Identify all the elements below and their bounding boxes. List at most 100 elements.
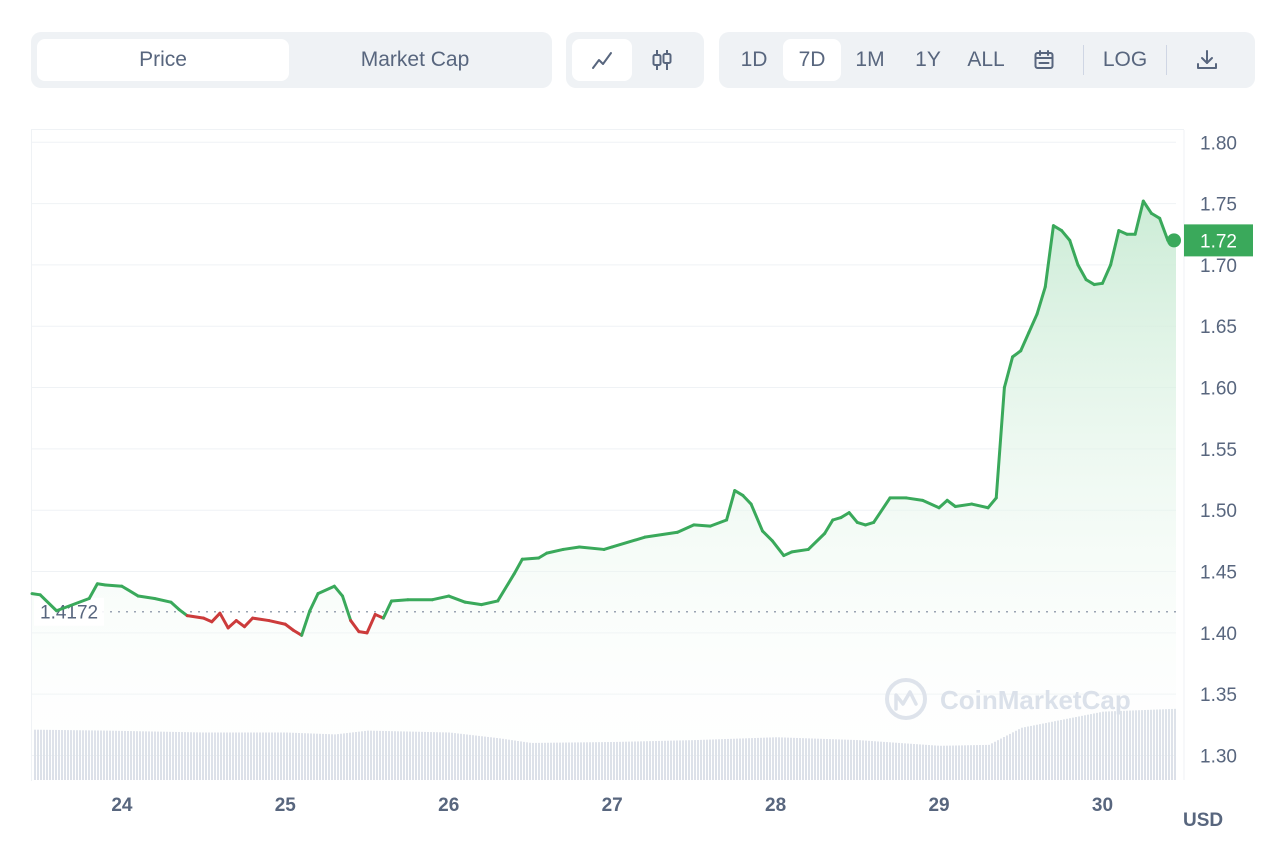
price-line-segment bbox=[945, 498, 957, 509]
chart-area bbox=[31, 129, 1184, 781]
price-line-segment bbox=[741, 493, 753, 506]
price-line-segment bbox=[512, 557, 524, 576]
y-tick-label: 1.45 bbox=[1200, 563, 1237, 584]
price-line-segment bbox=[1002, 355, 1015, 390]
price-line-segment bbox=[479, 599, 500, 607]
price-line-segment bbox=[839, 511, 851, 520]
price-line-segment bbox=[1076, 263, 1088, 282]
current-price-label: 1.72 bbox=[1200, 231, 1237, 252]
price-line-segment bbox=[1027, 312, 1039, 334]
tab-price[interactable]: Price bbox=[37, 39, 289, 81]
price-line-segment bbox=[708, 518, 729, 528]
price-line-segment bbox=[994, 386, 1006, 500]
candlestick-button[interactable] bbox=[632, 39, 692, 81]
price-line-segment bbox=[537, 551, 549, 560]
price-line-segment bbox=[381, 599, 394, 620]
price-line-segment bbox=[643, 530, 680, 539]
price-line-segment bbox=[1158, 216, 1170, 242]
y-tick-label: 1.30 bbox=[1200, 746, 1237, 767]
price-line-segment bbox=[185, 614, 206, 620]
price-line-segment bbox=[1068, 238, 1080, 267]
y-tick-label: 1.65 bbox=[1200, 317, 1237, 338]
price-line-segment bbox=[610, 535, 647, 549]
price-line-segment bbox=[136, 594, 157, 600]
tab-market-cap[interactable]: Market Cap bbox=[360, 48, 470, 71]
price-line-segment bbox=[692, 523, 712, 528]
price-line-segment bbox=[341, 594, 353, 623]
price-line-segment bbox=[267, 619, 287, 626]
price-line-segment bbox=[308, 592, 320, 613]
logo-mark bbox=[894, 690, 918, 711]
price-line-segment bbox=[823, 518, 835, 535]
calendar-button[interactable] bbox=[1015, 39, 1073, 81]
y-tick-label: 1.80 bbox=[1200, 133, 1237, 154]
current-price-badge bbox=[1184, 224, 1253, 257]
price-line-segment bbox=[1060, 229, 1072, 242]
current-price-dot bbox=[1167, 233, 1181, 248]
x-tick-label: 29 bbox=[928, 795, 949, 816]
price-line-segment bbox=[770, 539, 786, 558]
price-line-segment bbox=[38, 593, 59, 613]
price-line-segment bbox=[921, 498, 941, 510]
range-tabs: 1D 7D 1M 1Y ALL LOG bbox=[719, 32, 1255, 88]
price-line-segment bbox=[1051, 224, 1064, 233]
price-line-segment bbox=[226, 619, 238, 630]
toolbar-divider bbox=[1166, 45, 1167, 75]
currency-unit-label: USD bbox=[1183, 810, 1223, 831]
price-line-segment bbox=[761, 529, 774, 543]
price-line-segment bbox=[390, 598, 410, 603]
baseline-label-bg bbox=[34, 597, 104, 626]
price-line-segment bbox=[349, 619, 361, 634]
line-chart-button[interactable] bbox=[572, 39, 632, 81]
chart-type-tabs bbox=[566, 32, 704, 88]
price-line-segment bbox=[749, 502, 765, 533]
toolbar-divider bbox=[1083, 45, 1084, 75]
download-icon bbox=[1197, 50, 1217, 69]
price-line-segment bbox=[104, 583, 124, 588]
price-line-segment bbox=[520, 556, 541, 561]
price-line-segment bbox=[790, 547, 810, 554]
y-tick-label: 1.55 bbox=[1200, 440, 1237, 461]
price-line-segment bbox=[365, 612, 377, 635]
x-tick-label: 27 bbox=[602, 795, 623, 816]
price-line-segment bbox=[953, 502, 974, 509]
price-line-segment bbox=[872, 496, 892, 524]
price-line-segment bbox=[153, 596, 173, 604]
metric-tabs: Price Market Cap bbox=[31, 32, 552, 88]
price-line-segment bbox=[1109, 229, 1121, 267]
candlestick-icon bbox=[652, 50, 672, 70]
price-line-segment bbox=[316, 584, 336, 596]
log-scale-toggle[interactable]: LOG bbox=[1102, 48, 1148, 71]
price-line-segment bbox=[447, 594, 467, 604]
price-line-segment bbox=[806, 531, 827, 551]
price-line-segment bbox=[545, 547, 565, 555]
y-tick-label: 1.50 bbox=[1200, 501, 1237, 522]
price-line-segment bbox=[1084, 278, 1096, 287]
price-line-segment bbox=[1035, 285, 1047, 316]
x-tick-label: 24 bbox=[111, 795, 133, 816]
logo-ring bbox=[885, 678, 927, 720]
y-tick-label: 1.35 bbox=[1200, 685, 1237, 706]
download-button[interactable] bbox=[1177, 39, 1237, 81]
x-tick-label: 30 bbox=[1092, 795, 1113, 816]
price-line-segment bbox=[242, 616, 255, 629]
range-7d[interactable]: 7D bbox=[783, 39, 841, 81]
price-line-segment bbox=[234, 619, 246, 629]
price-line-segment bbox=[904, 496, 925, 502]
range-1y[interactable]: 1Y bbox=[915, 48, 941, 71]
price-line-segment bbox=[169, 600, 181, 612]
range-all[interactable]: ALL bbox=[967, 48, 1005, 71]
price-line-segment bbox=[1011, 349, 1023, 359]
price-line-segment bbox=[251, 616, 271, 623]
line-chart-icon bbox=[592, 52, 612, 69]
x-tick-label: 28 bbox=[765, 795, 786, 816]
price-line-segment bbox=[300, 609, 312, 637]
range-1m[interactable]: 1M bbox=[855, 48, 885, 71]
range-1d[interactable]: 1D bbox=[740, 48, 768, 71]
price-line-segment bbox=[218, 611, 230, 630]
price-line-segment bbox=[291, 628, 304, 637]
price-line-segment bbox=[561, 545, 581, 551]
price-line-segment bbox=[332, 584, 345, 598]
price-line-segment bbox=[120, 584, 140, 598]
